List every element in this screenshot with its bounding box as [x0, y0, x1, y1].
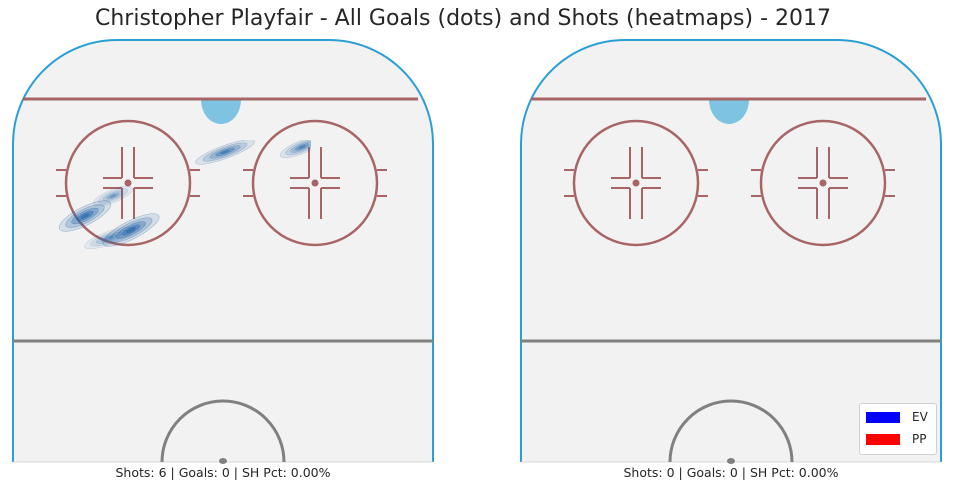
shot-heatmap-left: [58, 140, 311, 250]
goal-crease-right: [709, 100, 749, 124]
legend-label-ev: EV: [912, 410, 928, 424]
center-circle-right: [668, 399, 794, 463]
legend: EV PP: [859, 403, 937, 455]
legend-swatch-ev: [866, 411, 900, 423]
shot-cluster-3: [279, 140, 311, 158]
faceoff-circle-right-right: [751, 119, 895, 247]
shot-cluster-1: [102, 213, 160, 247]
legend-item-pp: PP: [866, 431, 926, 447]
goal-crease-left: [201, 100, 241, 124]
faceoff-circle-left-right: [564, 119, 708, 247]
legend-item-ev: EV: [866, 409, 928, 425]
shot-cluster-2: [195, 140, 255, 165]
faceoff-circle-left-left: [56, 119, 200, 247]
faceoff-circle-right-left: [243, 119, 387, 247]
rink-panel-left: [12, 39, 434, 464]
center-dot-left: [219, 458, 227, 464]
shot-cluster-0: [58, 200, 112, 232]
center-circle-left: [160, 399, 286, 463]
panel-caption-right: Shots: 0 | Goals: 0 | SH Pct: 0.00%: [623, 465, 839, 480]
center-dot-right: [727, 458, 735, 464]
legend-label-pp: PP: [912, 432, 927, 446]
shot-cluster-4: [93, 185, 133, 207]
legend-swatch-pp: [866, 433, 900, 445]
rink-panel-right: [520, 39, 942, 464]
shot-cluster-5: [84, 226, 134, 250]
panel-caption-left: Shots: 6 | Goals: 0 | SH Pct: 0.00%: [115, 465, 331, 480]
chart-title: Christopher Playfair - All Goals (dots) …: [94, 6, 831, 31]
